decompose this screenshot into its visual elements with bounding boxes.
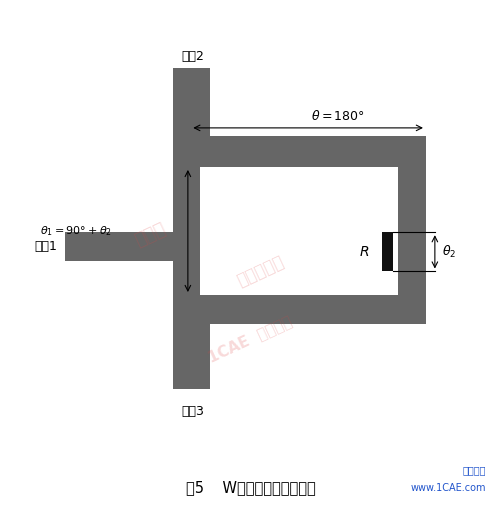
Text: 仿真在线: 仿真在线 (462, 465, 486, 475)
Bar (398, 136, 426, 324)
Text: 公众号: 公众号 (132, 220, 169, 250)
Bar (382, 232, 393, 271)
Text: 端口3: 端口3 (181, 405, 204, 418)
Text: www.1CAE.com: www.1CAE.com (410, 483, 486, 493)
Text: $\theta=180°$: $\theta=180°$ (311, 109, 365, 123)
Text: 1CAE  射频仿真: 1CAE 射频仿真 (206, 313, 295, 365)
Bar (173, 167, 200, 295)
Text: $\theta_2$: $\theta_2$ (442, 244, 456, 260)
Text: 图5    W波段功分器设计模型: 图5 W波段功分器设计模型 (186, 481, 315, 495)
Text: $R$: $R$ (359, 245, 370, 259)
Bar (173, 295, 398, 324)
Text: 端口1: 端口1 (35, 241, 58, 253)
Bar (173, 324, 210, 389)
Bar (65, 232, 173, 261)
Text: 端口2: 端口2 (181, 50, 204, 63)
Bar (173, 68, 210, 136)
Text: 射频百花谭: 射频百花谭 (234, 253, 287, 290)
Bar (173, 136, 413, 167)
Text: $\theta_1=90°+\theta_2$: $\theta_1=90°+\theta_2$ (40, 224, 112, 238)
